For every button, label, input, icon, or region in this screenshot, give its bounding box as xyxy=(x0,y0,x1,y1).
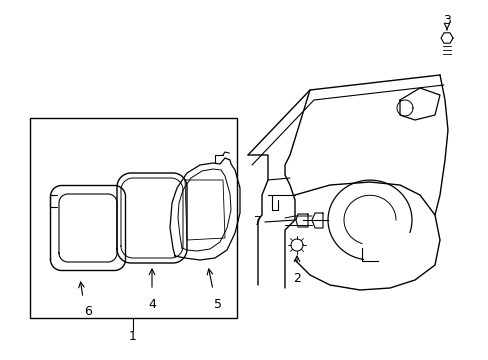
Text: 2: 2 xyxy=(292,272,300,285)
Text: 5: 5 xyxy=(214,298,222,311)
Text: 3: 3 xyxy=(442,13,450,27)
Text: 7: 7 xyxy=(253,216,262,229)
Bar xyxy=(30,118,237,318)
Text: 6: 6 xyxy=(84,305,92,318)
Text: 1: 1 xyxy=(129,329,137,342)
Text: 4: 4 xyxy=(148,298,156,311)
